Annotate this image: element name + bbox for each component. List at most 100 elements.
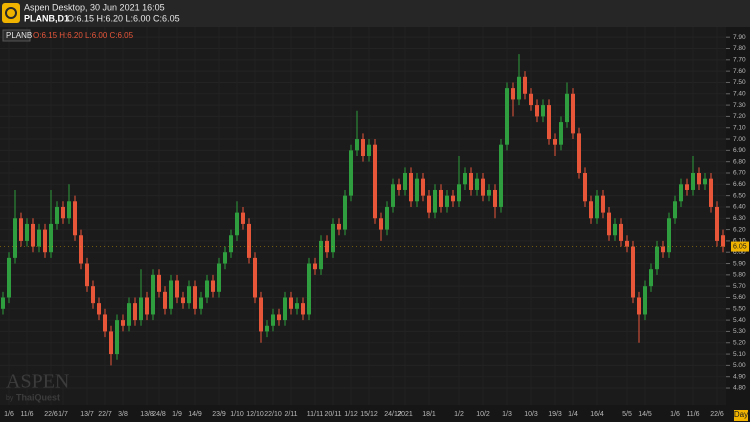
candle-body bbox=[337, 223, 341, 230]
candle-body bbox=[193, 286, 197, 309]
candle-body bbox=[307, 263, 311, 315]
x-tick-label: 22/10 bbox=[264, 411, 282, 418]
candle-body bbox=[241, 212, 245, 224]
candle-body bbox=[667, 218, 671, 253]
candle-body bbox=[61, 206, 65, 219]
y-tick-label: 6.40 bbox=[733, 204, 746, 211]
app-icon[interactable] bbox=[2, 3, 20, 23]
x-tick-label: 18/1 bbox=[422, 411, 436, 418]
y-tick-label: 7.10 bbox=[733, 124, 746, 131]
y-tick-label: 5.10 bbox=[733, 351, 746, 358]
candle-body bbox=[157, 274, 161, 292]
candle-body bbox=[121, 320, 125, 326]
candle-body bbox=[229, 235, 233, 253]
candle-body bbox=[433, 189, 437, 213]
candle-body bbox=[421, 178, 425, 196]
x-tick-label: 2/11 bbox=[284, 411, 297, 418]
x-tick-label: 11/6 bbox=[686, 411, 699, 418]
watermark-brand: ASPEN bbox=[6, 371, 69, 393]
candle-body bbox=[487, 189, 491, 196]
candle-body bbox=[457, 184, 461, 202]
y-tick-label: 7.20 bbox=[733, 113, 746, 120]
candle-body bbox=[349, 150, 353, 196]
candle-body bbox=[661, 246, 665, 253]
candle-body bbox=[721, 235, 725, 247]
candle-body bbox=[595, 195, 599, 219]
y-tick-label: 6.80 bbox=[733, 158, 746, 165]
y-tick-label: 5.30 bbox=[733, 328, 746, 335]
last-price-box bbox=[731, 241, 749, 252]
candle-body bbox=[481, 178, 485, 196]
candle-body bbox=[163, 291, 167, 309]
candle-body bbox=[355, 139, 359, 151]
candle-body bbox=[553, 139, 557, 145]
candle-body bbox=[79, 235, 83, 264]
candle-body bbox=[205, 280, 209, 298]
y-tick-label: 6.20 bbox=[733, 226, 746, 233]
x-tick-label: 5/5 bbox=[622, 411, 632, 418]
x-tick-label: 1/10 bbox=[230, 411, 244, 418]
x-tick-label: 20/11 bbox=[325, 411, 342, 418]
y-tick-label: 6.50 bbox=[733, 192, 746, 199]
candle-body bbox=[25, 223, 29, 241]
watermark-company: ThaiQuest bbox=[16, 392, 60, 402]
candle-body bbox=[379, 218, 383, 230]
candle-body bbox=[91, 286, 95, 304]
candle-body bbox=[103, 314, 107, 332]
candle-body bbox=[637, 297, 641, 315]
x-tick-label: 12/10 bbox=[246, 411, 264, 418]
x-tick-label: 1/12 bbox=[344, 411, 358, 418]
candle-body bbox=[505, 88, 509, 145]
candle-body bbox=[1, 297, 5, 309]
candle-body bbox=[415, 178, 419, 202]
candle-body bbox=[223, 252, 227, 264]
y-axis-panel bbox=[726, 27, 750, 405]
candle-body bbox=[697, 172, 701, 185]
legend-box[interactable] bbox=[2, 29, 31, 42]
x-tick-label: 10/3 bbox=[524, 411, 538, 418]
candle-body bbox=[463, 172, 467, 185]
candle-body bbox=[583, 172, 587, 202]
y-tick-label: 5.80 bbox=[733, 272, 746, 279]
candle-body bbox=[655, 246, 659, 270]
candle-body bbox=[49, 223, 53, 253]
candle-body bbox=[43, 229, 47, 253]
candle-body bbox=[517, 76, 521, 100]
candle-body bbox=[703, 178, 707, 185]
candle-body bbox=[685, 184, 689, 190]
x-tick-label: 13/7 bbox=[80, 411, 94, 418]
x-tick-label: 10/2 bbox=[476, 411, 490, 418]
candle-body bbox=[85, 263, 89, 287]
x-tick-label: 1/2 bbox=[454, 411, 464, 418]
x-tick-label: 14/5 bbox=[638, 411, 652, 418]
candle-body bbox=[109, 331, 113, 355]
candle-body bbox=[169, 280, 173, 309]
y-tick-label: 5.60 bbox=[733, 294, 746, 301]
candle-body bbox=[391, 184, 395, 207]
candle-body bbox=[37, 229, 41, 247]
candle-body bbox=[283, 297, 287, 321]
y-tick-label: 7.90 bbox=[733, 34, 746, 41]
candle-body bbox=[523, 76, 527, 94]
x-tick-label: 19/3 bbox=[548, 411, 562, 418]
candle-body bbox=[187, 286, 191, 304]
candle-body bbox=[601, 195, 605, 213]
candle-body bbox=[475, 178, 479, 190]
candle-body bbox=[301, 303, 305, 315]
candle-body bbox=[577, 133, 581, 173]
candle-body bbox=[451, 195, 455, 202]
candle-body bbox=[331, 223, 335, 253]
candle-body bbox=[607, 212, 611, 236]
x-tick-label: 15/12 bbox=[360, 411, 378, 418]
candle-body bbox=[211, 280, 215, 292]
candle-body bbox=[361, 139, 365, 157]
period-label: Day bbox=[734, 410, 748, 419]
last-price-label: 6.05 bbox=[733, 243, 747, 250]
y-tick-label: 5.70 bbox=[733, 283, 746, 290]
candle-body bbox=[397, 184, 401, 190]
candle-body bbox=[97, 303, 101, 315]
period-box[interactable] bbox=[734, 410, 748, 421]
candle-body bbox=[643, 286, 647, 315]
candle-body bbox=[127, 303, 131, 326]
